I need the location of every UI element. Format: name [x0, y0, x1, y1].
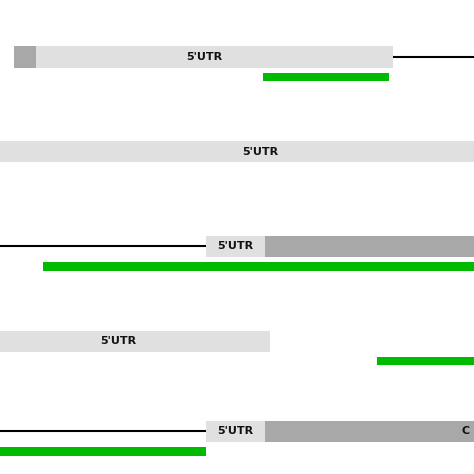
- Text: 5'UTR: 5'UTR: [218, 241, 254, 252]
- FancyBboxPatch shape: [0, 331, 270, 352]
- FancyBboxPatch shape: [206, 236, 265, 257]
- FancyBboxPatch shape: [43, 262, 474, 271]
- Text: 5'UTR: 5'UTR: [100, 336, 137, 346]
- FancyBboxPatch shape: [0, 141, 474, 162]
- FancyBboxPatch shape: [377, 357, 474, 365]
- FancyBboxPatch shape: [263, 73, 389, 81]
- FancyBboxPatch shape: [14, 46, 393, 67]
- FancyBboxPatch shape: [14, 46, 36, 67]
- FancyBboxPatch shape: [206, 421, 265, 442]
- FancyBboxPatch shape: [265, 421, 474, 442]
- Text: 5'UTR: 5'UTR: [186, 52, 222, 62]
- FancyBboxPatch shape: [265, 236, 474, 257]
- Text: 5'UTR: 5'UTR: [243, 146, 279, 157]
- FancyBboxPatch shape: [0, 447, 206, 456]
- Text: 5'UTR: 5'UTR: [218, 426, 254, 437]
- Text: C: C: [461, 426, 469, 437]
